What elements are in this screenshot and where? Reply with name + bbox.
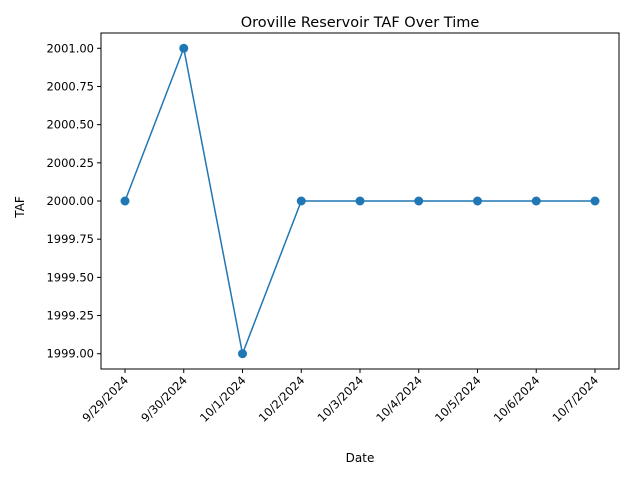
- series-layer: [120, 43, 600, 359]
- data-point: [531, 196, 541, 206]
- y-tick-label: 2001.00: [46, 41, 94, 55]
- y-tick-label: 1999.75: [46, 232, 94, 246]
- chart-title: Oroville Reservoir TAF Over Time: [241, 15, 480, 31]
- data-point: [414, 196, 424, 206]
- data-point: [120, 196, 130, 206]
- y-tick-label: 1999.50: [46, 270, 94, 284]
- y-tick-label: 2000.25: [46, 156, 94, 170]
- data-point: [590, 196, 600, 206]
- plot-frame: [100, 32, 620, 370]
- y-tick-label: 2000.00: [46, 194, 94, 208]
- y-tick-label: 2000.75: [46, 79, 94, 93]
- data-point: [179, 43, 189, 53]
- x-axis-label: Date: [346, 451, 375, 465]
- y-tick-label: 2000.50: [46, 118, 94, 132]
- data-point: [355, 196, 365, 206]
- y-tick-label: 1999.00: [46, 347, 94, 361]
- data-point: [296, 196, 306, 206]
- y-axis-label: TAF: [13, 196, 27, 219]
- y-axis-ticks: 1999.00 1999.25 1999.50 1999.75 2000.00 2000.…: [46, 41, 101, 361]
- data-point: [473, 196, 482, 206]
- y-tick-label: 1999.25: [46, 309, 94, 323]
- data-point: [238, 349, 247, 359]
